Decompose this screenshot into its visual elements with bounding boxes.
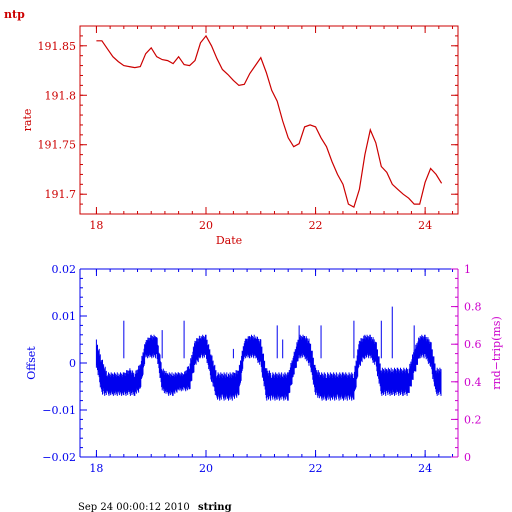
offset-y-tick-label: 0.02 — [52, 263, 77, 276]
rate-y-tick-label: 191.8 — [45, 89, 77, 102]
rndtrip-y-axis-label: rnd−trip(ms) — [490, 316, 503, 390]
corner-title: ntp — [4, 8, 25, 21]
rate-x-tick-label: 24 — [418, 219, 432, 232]
footer-host: string — [198, 502, 232, 512]
rate-y-tick-label: 191.7 — [45, 188, 77, 201]
offset-x-tick-label: 18 — [89, 462, 103, 475]
offset-x-tick-label: 24 — [418, 462, 432, 475]
rndtrip-y-tick-label: 0.2 — [464, 413, 482, 426]
offset-y-tick-label: 0.01 — [52, 310, 77, 323]
rate-x-tick-label: 18 — [89, 219, 103, 232]
footer-date: Sep 24 00:00:12 2010 — [78, 502, 190, 512]
rate-x-tick-label: 20 — [199, 219, 213, 232]
rate-x-axis-label: Date — [216, 234, 242, 247]
offset-x-tick-label: 22 — [309, 462, 323, 475]
offset-y-axis-label: Offset — [25, 346, 38, 380]
offset-y-tick-label: −0.01 — [42, 404, 76, 417]
offset-x-tick-label: 20 — [199, 462, 213, 475]
rndtrip-y-tick-label: 0.6 — [464, 338, 482, 351]
rate-chart: 18 20 22 24 191.7 191.75 191.8 191.85 Date rate — [21, 25, 459, 247]
rate-y-axis-label: rate — [21, 109, 34, 132]
rate-series-line — [96, 34, 443, 208]
offset-y-tick-label: 0 — [69, 357, 76, 370]
rate-x-tick-label: 22 — [309, 219, 323, 232]
rate-y-tick-label: 191.75 — [38, 139, 77, 152]
offset-series-trace — [95, 334, 442, 401]
rndtrip-y-tick-label: 0 — [464, 451, 471, 464]
offset-chart: 18 20 22 24 −0.02 −0.01 0 0.01 0.02 0 0.2 0.4 0.6 0.8… — [25, 263, 503, 475]
offset-y-tick-label: −0.02 — [42, 451, 76, 464]
rndtrip-y-tick-label: 0.8 — [464, 301, 482, 314]
rate-plot-frame — [79, 25, 459, 215]
footer-timestamp: Sep 24 00:00:12 2010 string — [78, 502, 232, 512]
rate-y-tick-label: 191.85 — [38, 40, 77, 53]
rndtrip-y-tick-label: 0.4 — [464, 376, 482, 389]
rndtrip-y-tick-label: 1 — [464, 263, 471, 276]
